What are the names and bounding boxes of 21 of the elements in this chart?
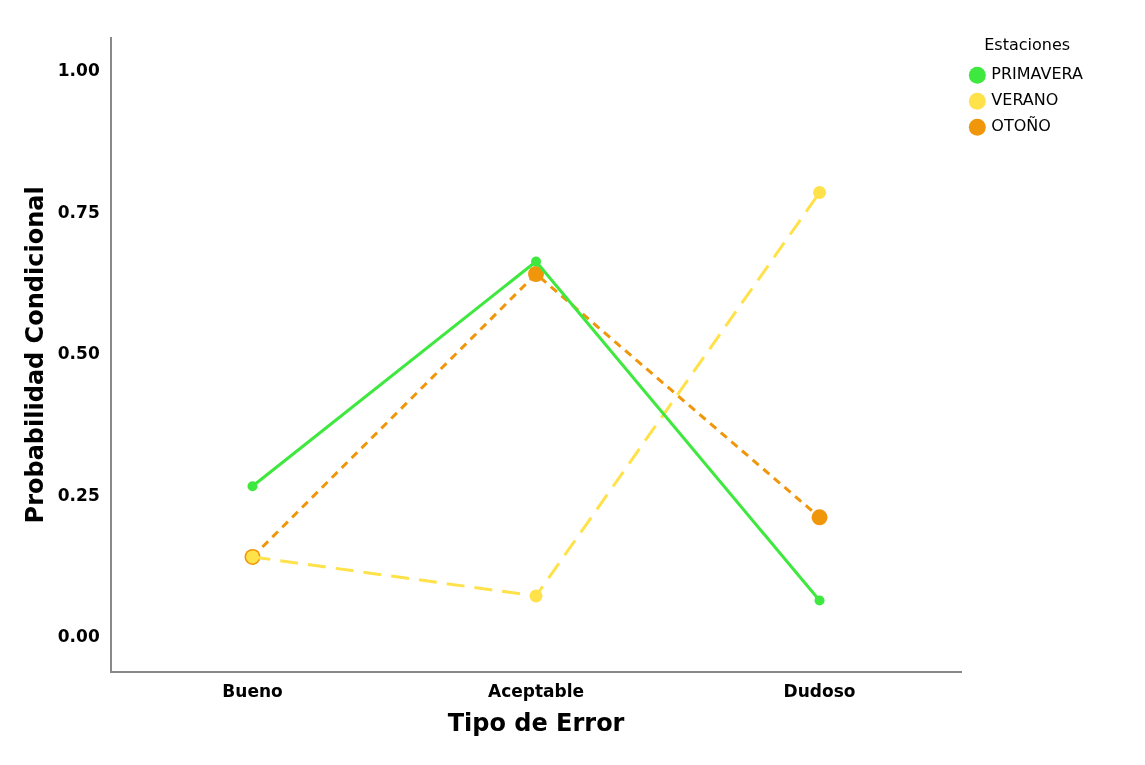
point [528, 265, 545, 282]
y-axis-title: Probabilidad Condicional [20, 186, 49, 524]
legend-label: VERANO [991, 90, 1059, 110]
point [529, 589, 543, 603]
point [814, 595, 825, 606]
legend-label: PRIMAVERA [991, 64, 1084, 84]
point [247, 481, 258, 492]
y-tick-label: 1.00 [57, 60, 100, 81]
y-tick-label: 0.50 [57, 343, 100, 364]
y-tick-label: 0.75 [57, 201, 100, 222]
legend-label: OTOÑO [991, 116, 1051, 136]
x-tick-label: Dudoso [783, 681, 856, 702]
x-tick-label: Bueno [222, 681, 283, 702]
point [811, 509, 828, 526]
x-tick-label: Aceptable [488, 681, 585, 702]
point [813, 185, 827, 199]
x-axis-title: Tipo de Error [447, 708, 625, 737]
y-tick-label: 0.25 [57, 484, 100, 505]
y-tick-label: 0.00 [57, 626, 100, 647]
legend-title: Estaciones [984, 35, 1071, 55]
point [531, 256, 542, 267]
